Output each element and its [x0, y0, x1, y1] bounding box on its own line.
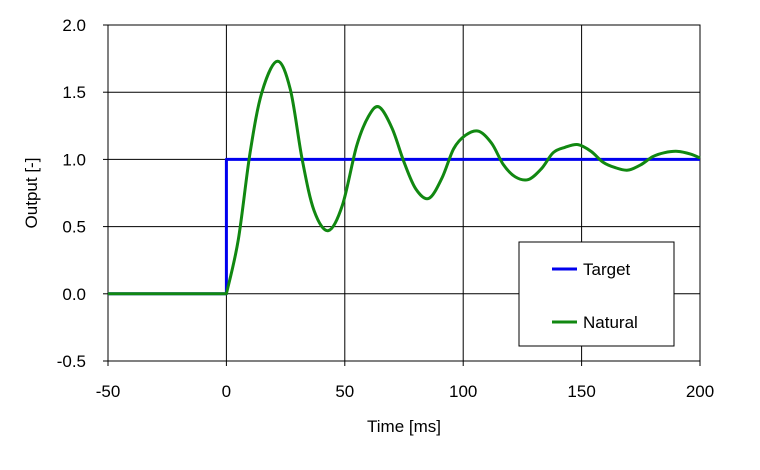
x-tick-label: 50: [335, 382, 354, 401]
y-tick-label: 2.0: [62, 16, 86, 35]
legend: Target Natural: [518, 241, 675, 347]
y-tick-label: 1.0: [62, 150, 86, 169]
y-tick-label: 1.5: [62, 83, 86, 102]
legend-items: Target Natural: [552, 260, 638, 332]
y-axis-title: Output [-]: [22, 158, 41, 229]
x-tick-label: 100: [449, 382, 477, 401]
legend-label-natural: Natural: [583, 313, 638, 332]
legend-label-target: Target: [583, 260, 631, 279]
y-axis-ticks: -0.5 0.0 0.5 1.0 1.5 2.0: [57, 16, 108, 371]
x-axis-title: Time [ms]: [367, 417, 441, 436]
x-axis-ticks: -50 0 50 100 150 200: [96, 361, 714, 401]
series-line-natural: [108, 59, 701, 296]
y-tick-label: 0.0: [62, 285, 86, 304]
y-tick-label: -0.5: [57, 352, 86, 371]
y-tick-label: 0.5: [62, 218, 86, 237]
x-tick-label: 200: [686, 382, 714, 401]
x-tick-label: -50: [96, 382, 121, 401]
x-tick-label: 0: [222, 382, 231, 401]
series: [108, 59, 701, 296]
x-tick-label: 150: [567, 382, 595, 401]
legend-box: [518, 241, 675, 347]
plot-area: [107, 24, 701, 362]
